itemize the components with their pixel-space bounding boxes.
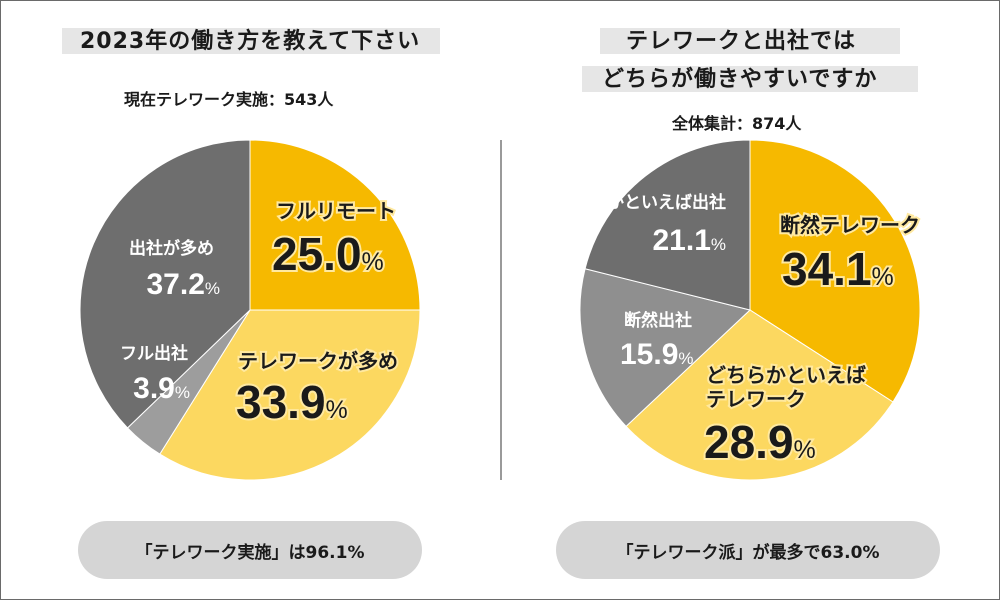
right-pie-slice-2 — [625, 309, 894, 481]
right-chart-title-line-2: どちらが働きやすいですか — [602, 67, 878, 92]
right-chart-subtitle: 全体集計：874人 — [672, 114, 802, 133]
left-label-telework-more: テレワークが多め — [238, 349, 398, 373]
left-value-telework-more: 33.9% — [236, 376, 348, 428]
right-label-telework-strong: 断然テレワーク — [780, 213, 920, 237]
right-summary-pill: 「テレワーク派」が最多で63.0% — [556, 521, 940, 579]
left-value-office-more: 37.2% — [146, 268, 220, 301]
right-value-telework-lean: 28.9% — [704, 416, 816, 468]
left-label-full-remote: フルリモート — [276, 199, 396, 223]
right-value-office-strong: 15.9% — [620, 338, 694, 371]
right-label-telework-lean-1: どちらかといえば — [706, 363, 866, 387]
left-label-full-office: フル出社 — [120, 343, 188, 364]
left-pie-slice-2 — [159, 309, 421, 481]
right-value-telework-strong: 34.1% — [782, 243, 894, 295]
left-value-full-office: 3.9% — [133, 372, 190, 405]
left-label-office-more: 出社が多め — [129, 238, 214, 259]
right-label-office-lean: どちらかといえば出社 — [556, 192, 726, 213]
left-pie-slice-4 — [79, 139, 251, 429]
right-pie-slice-3 — [579, 268, 752, 428]
left-chart-title: 2023年の働き方を教えて下さい — [80, 29, 421, 54]
left-value-full-remote: 25.0% — [272, 228, 384, 280]
right-pie-slice-4 — [584, 139, 751, 311]
right-label-office-strong: 断然出社 — [624, 310, 692, 331]
left-summary-pill: 「テレワーク実施」は96.1% — [78, 521, 422, 579]
right-chart-title-line-1: テレワークと出社では — [626, 29, 857, 54]
center-divider — [500, 140, 502, 480]
right-title-band-1 — [600, 28, 900, 54]
right-value-office-lean: 21.1% — [652, 224, 726, 257]
left-chart-subtitle: 現在テレワーク実施：543人 — [124, 90, 334, 109]
left-title-band — [62, 28, 440, 54]
left-pie-slice-1 — [249, 139, 421, 311]
right-pie-slice-1 — [749, 139, 921, 403]
right-title-band-2 — [582, 66, 918, 92]
right-label-telework-lean-2: テレワーク — [706, 387, 806, 411]
